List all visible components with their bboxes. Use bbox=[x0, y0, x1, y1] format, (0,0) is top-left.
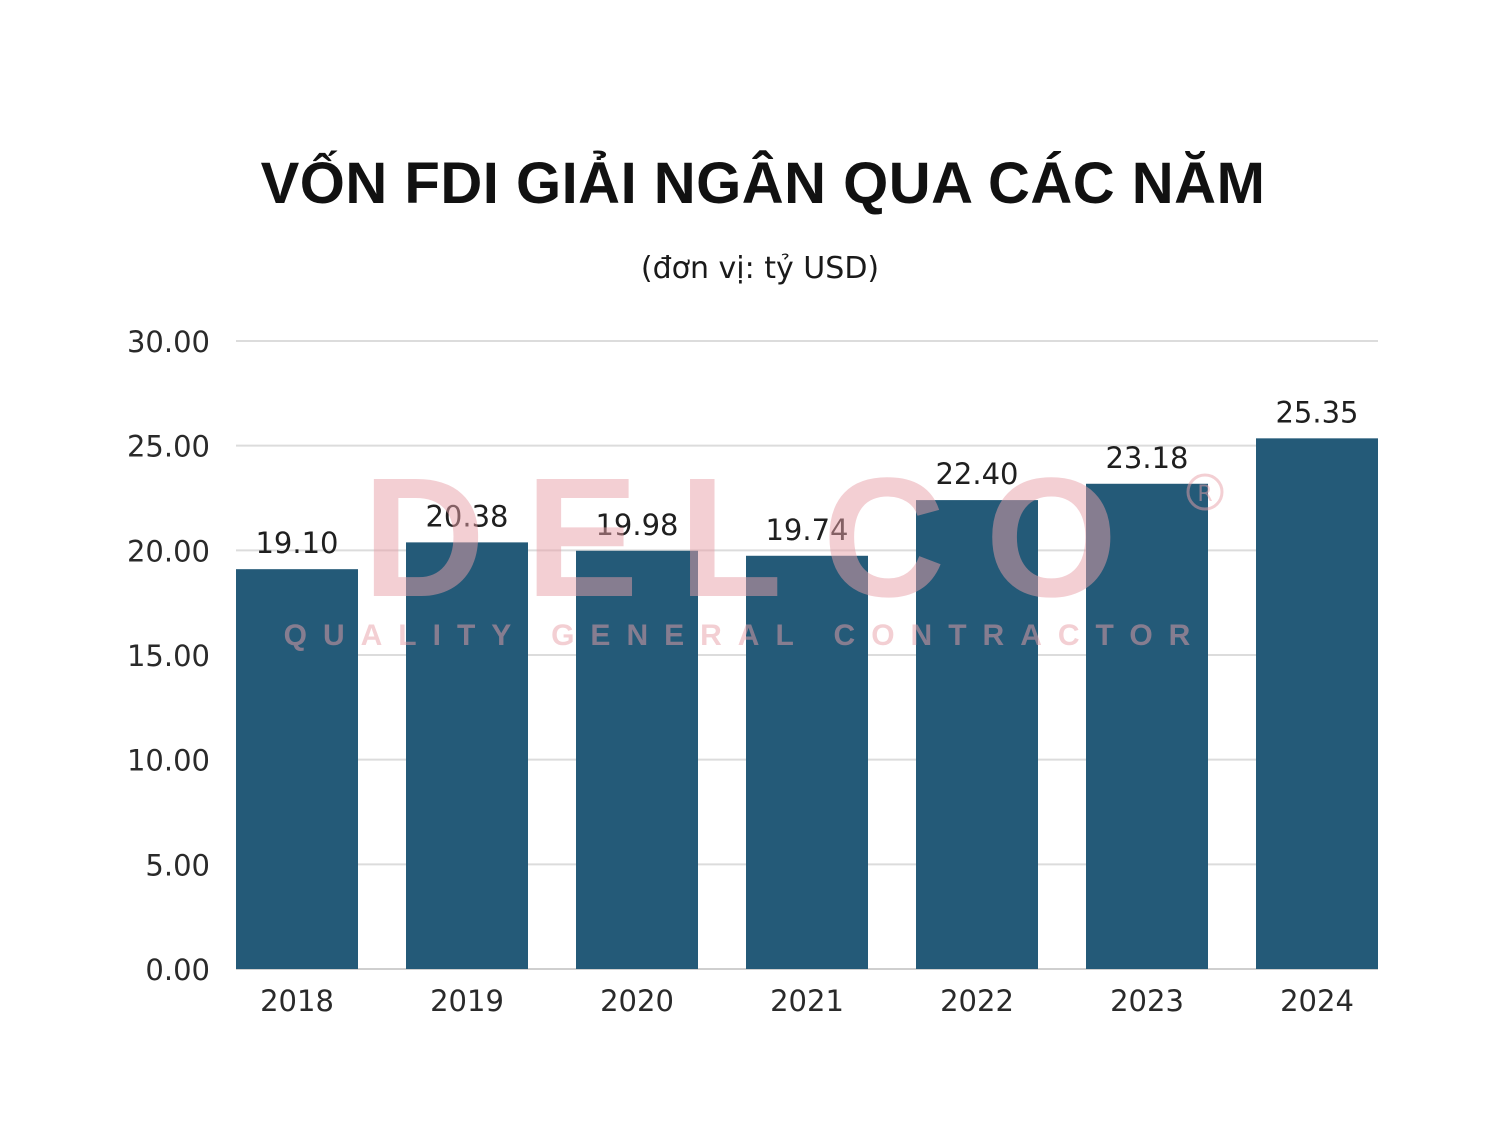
bar-2022 bbox=[916, 500, 1038, 969]
delco-watermark-logo: DELCO QUALITY GENERAL CONTRACTOR R bbox=[284, 443, 1224, 652]
y-tick-label: 30.00 bbox=[127, 325, 210, 359]
x-tick-label: 2023 bbox=[1110, 984, 1184, 1018]
x-tick-label: 2018 bbox=[260, 984, 334, 1018]
watermark-tagline: QUALITY GENERAL CONTRACTOR bbox=[284, 619, 1207, 652]
x-axis-ticks: 2018 2019 2020 2021 2022 2023 2024 bbox=[260, 984, 1354, 1018]
x-tick-label: 2021 bbox=[770, 984, 844, 1018]
y-tick-label: 15.00 bbox=[127, 639, 210, 673]
y-tick-label: 0.00 bbox=[145, 953, 210, 987]
data-label: 20.38 bbox=[425, 499, 508, 533]
data-label: 25.35 bbox=[1275, 395, 1358, 429]
data-label: 23.18 bbox=[1105, 441, 1188, 475]
x-tick-label: 2019 bbox=[430, 984, 504, 1018]
bar-2018 bbox=[236, 569, 358, 969]
x-tick-label: 2024 bbox=[1280, 984, 1354, 1018]
watermark-registered-icon bbox=[1186, 473, 1224, 511]
y-tick-label: 20.00 bbox=[127, 534, 210, 568]
watermark-logo-text: DELCO bbox=[363, 443, 1158, 633]
x-tick-label: 2020 bbox=[600, 984, 674, 1018]
chart-title: VỐN FDI GIẢI NGÂN QUA CÁC NĂM bbox=[261, 151, 1266, 216]
data-label: 19.10 bbox=[255, 526, 338, 560]
data-labels: 19.10 20.38 19.98 19.74 22.40 23.18 25.35 bbox=[255, 395, 1358, 560]
bar-2019 bbox=[406, 542, 528, 969]
y-tick-label: 5.00 bbox=[145, 848, 210, 882]
chart-subtitle: (đơn vị: tỷ USD) bbox=[641, 251, 879, 286]
bar-2020 bbox=[576, 550, 698, 969]
data-label: 19.98 bbox=[595, 508, 678, 542]
y-tick-label: 10.00 bbox=[127, 744, 210, 778]
data-label: 22.40 bbox=[935, 457, 1018, 491]
bar-2024 bbox=[1256, 438, 1378, 970]
bars bbox=[236, 438, 1378, 970]
watermark-registered-letter: R bbox=[1197, 482, 1212, 507]
bar-2023 bbox=[1086, 483, 1208, 969]
bar-2021 bbox=[746, 555, 868, 969]
x-tick-label: 2022 bbox=[940, 984, 1014, 1018]
data-label: 19.74 bbox=[765, 513, 848, 547]
y-axis-ticks: 0.00 5.00 10.00 15.00 20.00 25.00 30.00 bbox=[127, 325, 210, 987]
y-tick-label: 25.00 bbox=[127, 430, 210, 464]
